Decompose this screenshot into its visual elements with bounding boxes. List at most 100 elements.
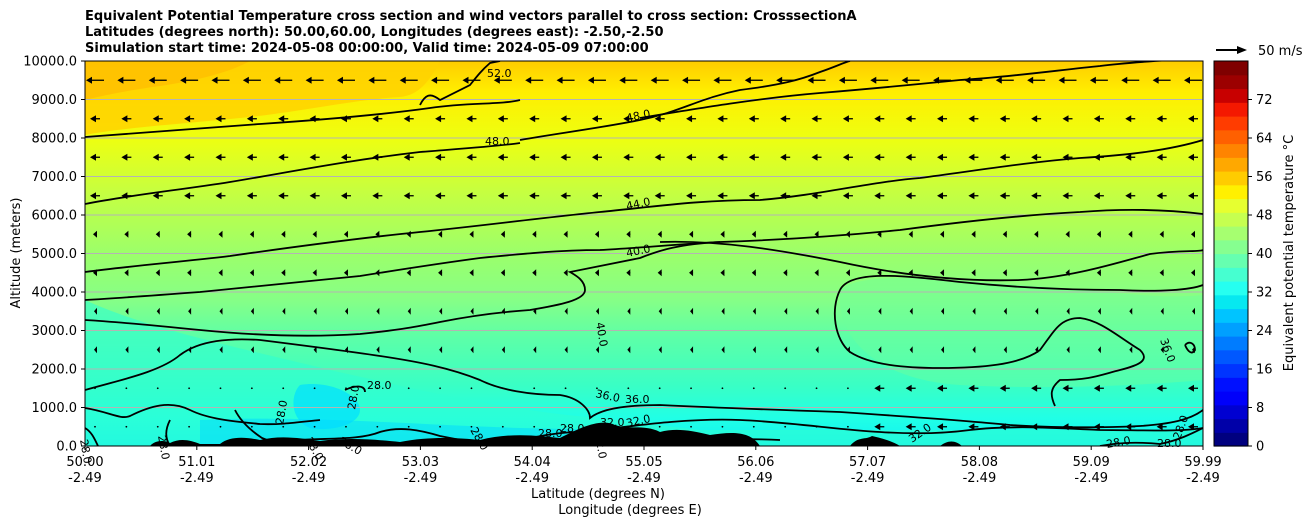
contour-label: 28.0: [1105, 434, 1131, 451]
wind-vector: [345, 425, 347, 428]
wind-vector: [842, 115, 849, 123]
y-tick-label: 4000.0: [32, 286, 78, 301]
x-tick-label-lat: 50.00: [66, 455, 103, 470]
wind-vector: [838, 76, 845, 84]
wind-vector: [1093, 115, 1100, 123]
wind-vector: [497, 153, 504, 161]
x-tick-label-lon: -2.49: [739, 471, 773, 486]
wind-vectors: [86, 76, 1202, 431]
wind-vector: [117, 76, 124, 84]
colorbar-segment: [1214, 143, 1248, 158]
wind-vector: [399, 76, 406, 84]
wind-vector: [1093, 384, 1100, 392]
wind-vector: [219, 387, 222, 390]
wind-vector: [1031, 192, 1038, 200]
wind-vector: [964, 76, 971, 84]
wind-vector: [1188, 115, 1194, 123]
colorbar-segment: [1214, 88, 1248, 103]
wind-vector: [1152, 76, 1159, 84]
contour-label: 44.0: [625, 195, 652, 213]
contour-label: 28.0: [560, 422, 585, 435]
wind-vector: [658, 425, 661, 428]
contour-label: 32.0: [600, 416, 625, 429]
wind-vector: [623, 153, 630, 161]
contour-28-b: [165, 419, 171, 446]
wind-vector: [874, 192, 881, 200]
wind-vector: [125, 425, 128, 428]
wind-vector: [748, 115, 755, 123]
contour-48b: [519, 61, 851, 141]
wind-vector: [1089, 76, 1096, 84]
wind-vector: [780, 115, 787, 123]
wind-vector: [721, 425, 724, 428]
wind-vector: [968, 192, 975, 200]
colorbar-segment: [1214, 267, 1248, 282]
colorbar-segment: [1214, 418, 1248, 433]
wind-vector: [1188, 192, 1194, 200]
contour-40-right-bottom: [659, 240, 1203, 282]
wind-vector: [246, 192, 253, 200]
wind-vector: [654, 115, 661, 123]
wind-vector: [403, 153, 410, 161]
wind-vector: [815, 425, 818, 428]
x-tick-label-lon: -2.49: [851, 471, 885, 486]
contour-44-right: [639, 61, 1168, 119]
contour-40-upper: [85, 139, 1203, 273]
x-tick-label-lat: 51.01: [178, 455, 215, 470]
colorbar-segment: [1214, 432, 1248, 447]
colorbar-segment: [1214, 102, 1248, 117]
wind-vector: [752, 387, 755, 390]
wind-vector: [690, 425, 692, 428]
wind-vector: [1125, 153, 1132, 161]
wind-vector: [999, 115, 1006, 123]
wind-vector: [282, 425, 285, 428]
wind-vector: [784, 425, 787, 428]
colorbar-segment: [1214, 391, 1248, 406]
wind-vector: [372, 153, 379, 161]
wind-vector: [501, 425, 504, 428]
wind-vector: [439, 387, 441, 390]
wind-vector: [180, 76, 187, 84]
contour-32-left: [85, 403, 321, 426]
wind-vector: [811, 192, 818, 200]
colorbar-segment: [1214, 212, 1248, 227]
wind-vector: [1062, 115, 1069, 123]
x-axis-ticks: 50.00-2.4951.01-2.4952.02-2.4953.03-2.49…: [66, 446, 1222, 486]
contour-label: 28.0: [367, 379, 392, 392]
wind-vector: [125, 387, 128, 390]
contour-label: 28.0: [77, 438, 94, 464]
wind-vector: [905, 192, 912, 200]
wind-vector: [376, 387, 379, 390]
wind-vector: [313, 425, 316, 428]
colorbar-segment: [1214, 171, 1248, 186]
contour-label: 32.0: [625, 412, 652, 430]
contour-28-c: [234, 409, 301, 444]
y-tick-label: 0.0: [56, 440, 77, 455]
wind-vector: [501, 387, 504, 390]
wind-vector: [152, 192, 159, 200]
wind-vector: [1027, 76, 1034, 84]
wind-vector: [752, 425, 755, 428]
wind-vector: [435, 153, 442, 161]
wind-vector: [1093, 153, 1100, 161]
wind-vector: [682, 76, 689, 84]
contour-40-lower: [85, 241, 721, 337]
wind-vector: [340, 115, 347, 123]
wind-vector: [529, 192, 536, 200]
contour-label: 48.0: [625, 107, 652, 125]
wind-vector: [90, 192, 96, 200]
x-tick-label-lat: 58.08: [961, 455, 998, 470]
chart-title-line-1: Equivalent Potential Temperature cross s…: [85, 9, 857, 24]
wind-vector: [901, 76, 908, 84]
y-axis-label: Altitude (meters): [9, 198, 24, 309]
wind-vector: [905, 153, 912, 161]
colorbar-tick-label: 72: [1256, 93, 1273, 108]
wind-vector: [435, 115, 442, 123]
contour-label: 28.0: [1157, 437, 1182, 450]
wind-vector: [497, 115, 504, 123]
wind-vector: [529, 115, 536, 123]
wind-vector: [587, 76, 594, 84]
wind-vector: [340, 192, 347, 200]
wind-vector: [937, 192, 944, 200]
wind-vector: [780, 192, 787, 200]
